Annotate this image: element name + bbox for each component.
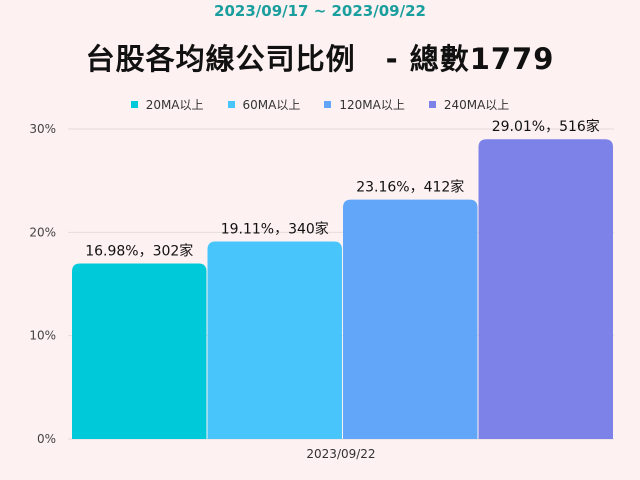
legend-item[interactable]: 240MA以上 bbox=[428, 96, 510, 113]
data-label: 29.01%，516家 bbox=[492, 118, 600, 135]
legend-swatch bbox=[227, 101, 235, 108]
y-tick-label: 10% bbox=[29, 329, 56, 343]
chart-title: 台股各均線公司比例 - 總數1779 bbox=[85, 42, 555, 76]
bar bbox=[72, 263, 207, 439]
legend-swatch bbox=[428, 101, 436, 108]
legend-item[interactable]: 60MA以上 bbox=[227, 96, 301, 113]
legend-item[interactable]: 20MA以上 bbox=[130, 96, 204, 113]
bar bbox=[478, 139, 613, 440]
legend-label: 20MA以上 bbox=[145, 98, 204, 112]
data-label: 23.16%，412家 bbox=[356, 179, 464, 196]
legend-swatch bbox=[130, 101, 138, 108]
legend: 20MA以上 60MA以上 120MA以上 240MA以上 bbox=[0, 96, 640, 113]
legend-label: 240MA以上 bbox=[443, 98, 510, 112]
y-tick-label: 0% bbox=[37, 432, 56, 446]
date-range-subtitle: 2023/09/17 ~ 2023/09/22 bbox=[214, 2, 426, 20]
legend-label: 60MA以上 bbox=[242, 98, 301, 112]
legend-swatch bbox=[324, 101, 332, 108]
y-tick-label: 20% bbox=[29, 225, 56, 239]
y-tick-label: 30% bbox=[29, 122, 56, 136]
bar bbox=[207, 241, 342, 439]
data-label: 16.98%，302家 bbox=[85, 243, 193, 260]
legend-label: 120MA以上 bbox=[339, 98, 405, 112]
legend-item[interactable]: 120MA以上 bbox=[324, 96, 405, 113]
bar bbox=[343, 199, 478, 439]
x-tick-label: 2023/09/22 bbox=[306, 447, 375, 461]
data-label: 19.11%，340家 bbox=[221, 221, 329, 238]
